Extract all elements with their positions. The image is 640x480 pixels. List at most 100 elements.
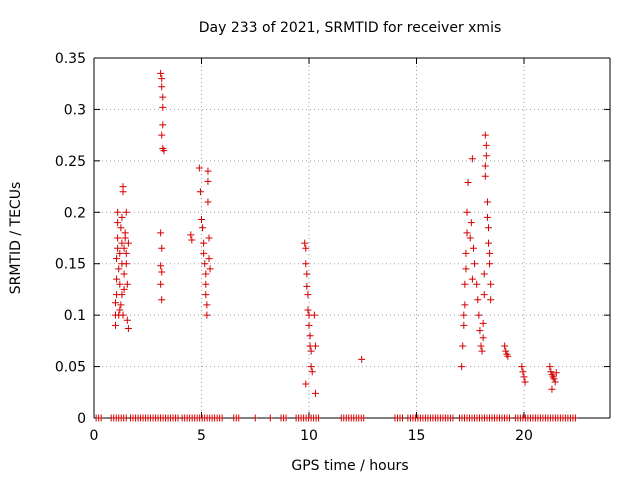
data-point (358, 355, 366, 363)
data-point (203, 311, 211, 319)
data-point (462, 249, 470, 257)
data-point (302, 244, 310, 252)
data-point (473, 280, 481, 288)
x-tick-label: 5 (197, 428, 206, 444)
data-point (310, 311, 318, 319)
data-point (188, 236, 196, 244)
data-point (550, 375, 558, 383)
data-point (121, 229, 129, 237)
data-point (158, 268, 166, 276)
data-point (502, 347, 510, 355)
data-point (301, 239, 309, 247)
ticks: 0 0.05 0.1 0.15 0.2 0.25 0.3 0.35 0 5 10 15 20 (55, 51, 610, 444)
data-point (119, 311, 127, 319)
data-point (195, 164, 203, 172)
data-point (460, 321, 468, 329)
data-point (480, 270, 488, 278)
y-tick-label: 0 (77, 411, 86, 427)
data-point (546, 363, 554, 371)
data-point (483, 213, 491, 221)
data-point (471, 260, 479, 268)
data-point (202, 280, 210, 288)
data-point (157, 280, 165, 288)
data-point (464, 178, 472, 186)
data-point (205, 234, 213, 242)
data-point (112, 299, 119, 307)
data-point (552, 369, 560, 377)
data-point (485, 224, 493, 232)
data-point (122, 208, 130, 216)
data-point (204, 177, 212, 185)
y-tick-label: 0.35 (55, 51, 86, 67)
data-point (468, 275, 476, 283)
data-point (158, 244, 166, 252)
data-point (486, 260, 494, 268)
data-point (463, 208, 471, 216)
data-point (158, 131, 166, 139)
data-point (206, 265, 214, 273)
data-point (122, 249, 130, 257)
data-point (159, 93, 167, 101)
data-point (308, 368, 316, 376)
data-point (487, 280, 495, 288)
data-point (120, 285, 128, 293)
data-point (113, 275, 121, 283)
data-point (311, 389, 319, 397)
data-point (160, 147, 168, 155)
data-point (117, 224, 125, 232)
data-point (481, 162, 489, 170)
data-point (202, 291, 210, 299)
data-point (307, 363, 315, 371)
data-point (157, 69, 165, 77)
data-point (478, 347, 486, 355)
data-point (305, 321, 313, 329)
data-points (112, 69, 560, 397)
x-tick-label: 20 (515, 428, 533, 444)
data-point (118, 291, 126, 299)
data-point (467, 219, 475, 227)
data-point (518, 363, 526, 371)
data-point (112, 321, 119, 329)
data-point (521, 378, 529, 386)
data-point (504, 352, 512, 360)
data-point (481, 131, 489, 139)
data-point (304, 306, 312, 314)
data-point (113, 255, 121, 263)
data-point (469, 244, 477, 252)
data-point (482, 141, 490, 149)
data-point (475, 311, 483, 319)
data-point (115, 265, 123, 273)
data-point (205, 255, 213, 263)
x-tick-label: 10 (300, 428, 318, 444)
data-point (120, 244, 128, 252)
data-point (114, 219, 122, 227)
data-point (548, 385, 556, 393)
data-point (479, 319, 487, 327)
data-point (307, 347, 315, 355)
data-point (460, 311, 468, 319)
data-point (303, 270, 311, 278)
data-point (159, 121, 167, 129)
data-point (458, 363, 466, 371)
y-tick-label: 0.25 (55, 154, 86, 170)
data-point (200, 249, 208, 257)
y-tick-label: 0.15 (55, 257, 86, 273)
x-tick-label: 15 (408, 428, 426, 444)
data-point (201, 260, 209, 268)
grid (94, 58, 610, 418)
zero-line (95, 414, 578, 422)
y-tick-label: 0.1 (64, 308, 86, 324)
chart-title: Day 233 of 2021, SRMTID for receiver xmi… (199, 20, 502, 36)
data-point (302, 380, 310, 388)
data-point (520, 373, 528, 381)
data-point (304, 291, 312, 299)
data-point (203, 301, 211, 309)
data-point (114, 208, 122, 216)
data-point (501, 342, 509, 350)
data-point (547, 368, 555, 376)
y-tick-label: 0.2 (64, 205, 86, 221)
data-point (204, 198, 212, 206)
data-point (198, 215, 205, 223)
data-point (477, 342, 485, 350)
data-point (117, 301, 125, 309)
